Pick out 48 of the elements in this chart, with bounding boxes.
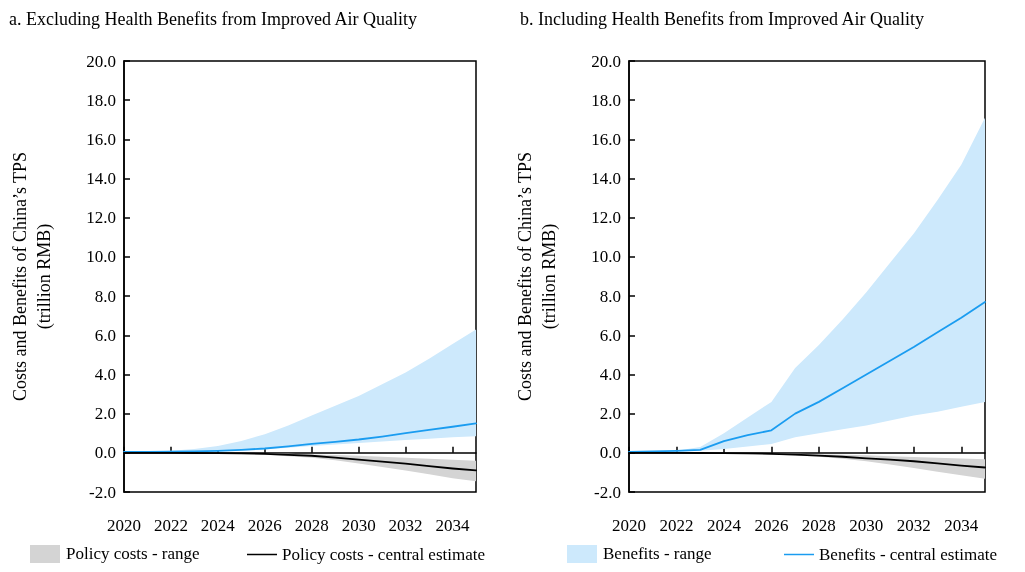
y-tick-label: 6.0 (599, 325, 621, 345)
text: Policy costs - range (66, 544, 200, 564)
y-tick-label: 12.0 (86, 208, 116, 228)
x-tick-label: 2020 (612, 516, 646, 535)
y-tick-label: 20.0 (591, 51, 621, 71)
legend-label: Benefits - central estimate (819, 545, 997, 564)
y-tick-label: 18.0 (86, 90, 116, 110)
y-tick-label: -2.0 (89, 482, 116, 502)
x-tick-label: 2028 (801, 516, 836, 535)
y-axis-title: Costs and Benefits of China’s TPS (trillion RMB) (10, 151, 55, 402)
chart-title: a. Excluding Health Benefits from Improved Air Quality (9, 9, 417, 29)
y-tick-label: 8.0 (94, 286, 116, 306)
x-tick-label: 2034 (435, 516, 471, 535)
y-tick-label: 2.0 (94, 404, 116, 424)
y-tick-label: 18.0 (591, 90, 621, 110)
y-tick-label: 6.0 (94, 325, 116, 345)
x-tick-label: 2020 (107, 516, 141, 535)
legend-label: Policy costs - central estimate (282, 545, 485, 564)
y-tick-label: 0.0 (599, 443, 621, 463)
chart-title: b. Including Health Benefits from Improved Air Quality (520, 9, 924, 29)
x-tick-label: 2032 (388, 516, 423, 535)
y-tick-label: 4.0 (599, 364, 621, 384)
x-tick-label: 2024 (200, 516, 236, 535)
x-tick-label: 2022 (659, 516, 694, 535)
x-tick-label: 2026 (247, 516, 282, 535)
y-tick-label: 14.0 (591, 169, 621, 189)
x-tick-label: 2030 (849, 516, 884, 535)
x-tick-label: 2034 (944, 516, 979, 535)
y-tick-label: 16.0 (86, 129, 116, 149)
y-tick-label: 10.0 (591, 247, 621, 267)
y-tick-label: 0.0 (94, 443, 116, 463)
y-tick-label: 12.0 (591, 208, 621, 228)
x-tick-label: 2022 (153, 516, 188, 535)
x-tick-label: 2028 (294, 516, 329, 535)
text: Benefits - range (603, 544, 712, 564)
y-tick-label: -2.0 (594, 482, 621, 502)
y-tick-label: 10.0 (86, 247, 116, 267)
y-tick-label: 2.0 (599, 404, 621, 424)
y-tick-label: 14.0 (86, 169, 116, 189)
x-tick-label: 2032 (896, 516, 931, 535)
y-tick-label: 16.0 (591, 129, 621, 149)
y-axis-title: Costs and Benefits of China’s TPS (trillion RMB) (515, 151, 560, 402)
x-tick-label: 2026 (754, 516, 789, 535)
y-tick-label: 4.0 (94, 364, 116, 384)
x-tick-label: 2024 (706, 516, 742, 535)
x-tick-label: 2030 (341, 516, 376, 535)
y-tick-label: 20.0 (86, 51, 116, 71)
y-tick-label: 8.0 (599, 286, 621, 306)
